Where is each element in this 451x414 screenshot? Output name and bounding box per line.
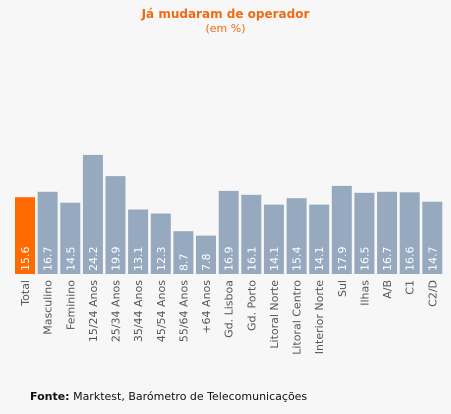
category-label: Sul [336,280,349,297]
category-label: Total [19,280,32,307]
value-label: 16.1 [245,247,258,271]
bar-masculino [37,191,58,274]
bar-litoral-norte [263,204,284,274]
bar--64-anos [196,235,216,274]
value-label: 16.6 [404,247,417,272]
source-note: Fonte: Marktest, Barómetro de Telecomuni… [30,390,307,403]
bar-ilhas [354,192,375,274]
category-label: C1 [404,280,417,295]
bar-45-54-anos [150,213,171,274]
category-label: 15/24 Anos [87,280,100,342]
category-label: C2/D [426,280,439,307]
category-label: Ilhas [358,280,371,306]
bar-c1 [399,192,420,274]
value-label: 19.9 [110,247,123,272]
value-label: 16.7 [42,247,55,272]
value-label: 12.3 [155,247,168,272]
chart-subtitle: (em %) [205,22,246,35]
bar-gd-porto [241,194,262,274]
bar-feminino [60,202,81,274]
bar-c2-d [422,201,443,274]
value-label: 24.2 [87,247,100,272]
value-label: 7.8 [200,254,213,272]
category-label: 55/64 Anos [177,280,190,342]
value-label: 8.7 [177,254,190,272]
bar-15-24-anos [82,154,103,274]
category-label: A/B [381,280,394,299]
category-label: Litoral Norte [268,280,281,349]
category-label: Gd. Porto [245,280,258,331]
value-label: 14.1 [268,247,281,272]
category-label: Feminino [64,280,77,330]
bar-gd-lisboa [218,190,239,274]
value-label: 14.5 [64,247,77,272]
bar-sul [331,185,352,274]
value-label: 14.1 [313,247,326,272]
category-label: Gd. Lisboa [223,280,236,338]
category-label: 35/44 Anos [132,280,145,342]
category-label: +64 Anos [200,280,213,334]
value-label: 16.5 [358,247,371,272]
bar-25-34-anos [105,176,126,274]
category-label: Masculino [42,280,55,335]
value-label: 15.6 [19,247,32,272]
value-label: 15.4 [291,247,304,272]
value-label: 17.9 [336,247,349,272]
source-text: Marktest, Barómetro de Telecomunicações [73,390,308,403]
category-label: Litoral Centro [291,280,304,355]
category-label: 45/54 Anos [155,280,168,342]
source-label: Fonte: [30,390,70,403]
bar-total [15,197,35,274]
bar-litoral-centro [286,198,307,274]
value-label: 14.7 [426,247,439,272]
category-label: Interior Norte [313,280,326,354]
bar-interior-norte [309,204,330,274]
value-label: 16.7 [381,247,394,272]
bar-35-44-anos [128,209,149,274]
bar-55-64-anos [173,231,194,274]
category-label: 25/34 Anos [110,280,123,342]
value-label: 16.9 [223,246,236,271]
chart-title: Já mudaram de operador [141,7,310,21]
bar-a-b [377,191,398,274]
value-label: 13.1 [132,247,145,272]
